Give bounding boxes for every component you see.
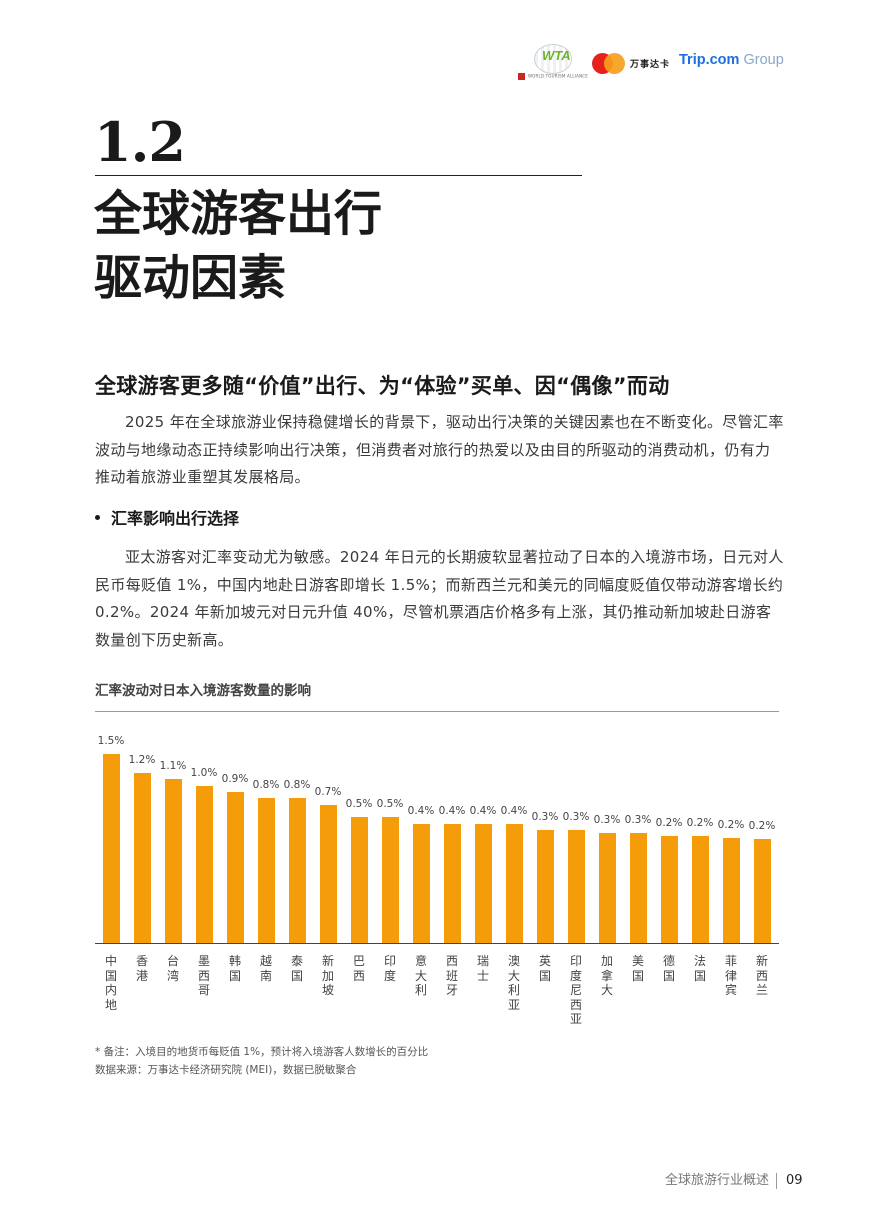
bar-value-label: 0.4% <box>469 805 497 817</box>
bar-value-label: 0.5% <box>345 798 373 810</box>
bar-value-label: 0.9% <box>221 773 249 785</box>
chart-bar <box>660 836 678 943</box>
chart-bar <box>691 836 709 943</box>
x-axis-category-label: 中国内地 <box>104 954 117 1012</box>
bar-value-label: 1.5% <box>97 735 125 747</box>
bar-value-label: 1.2% <box>128 754 156 766</box>
bar-value-label: 0.3% <box>531 811 559 823</box>
x-axis-category-label: 菲律宾 <box>724 954 737 997</box>
x-axis-category-label: 德国 <box>662 954 675 983</box>
chart-note: * 备注：入境目的地货币每贬值 1%，预计将入境游客人数增长的百分比 <box>95 1046 429 1058</box>
x-axis-line <box>95 943 779 944</box>
chart-bar <box>567 830 585 943</box>
x-axis-category-label: 台湾 <box>166 954 179 983</box>
bullet-heading: 汇率影响出行选择 <box>95 505 239 529</box>
chart-title-divider <box>95 711 779 712</box>
chart-bar <box>195 786 213 943</box>
x-axis-category-label: 美国 <box>631 954 644 983</box>
bar-value-label: 0.5% <box>376 798 404 810</box>
bar-value-label: 0.3% <box>624 814 652 826</box>
chart-bar <box>598 833 616 943</box>
globe-icon <box>534 44 572 74</box>
bar-value-label: 0.4% <box>438 805 466 817</box>
footer-section-name: 全球旅游行业概述 <box>665 1173 770 1188</box>
x-axis-category-label: 香港 <box>135 954 148 983</box>
x-axis-category-label: 澳大利亚 <box>507 954 520 1012</box>
page-number: 09 <box>786 1173 803 1188</box>
section-divider <box>95 175 582 176</box>
bar-value-label: 0.4% <box>500 805 528 817</box>
x-axis-category-label: 泰国 <box>290 954 303 983</box>
mastercard-logo <box>592 53 626 75</box>
x-axis-category-label: 瑞士 <box>476 954 489 983</box>
intro-paragraph: 2025 年在全球旅游业保持稳健增长的背景下，驱动出行决策的关键因素也在不断变化… <box>95 413 784 486</box>
x-axis-category-label: 意大利 <box>414 954 427 997</box>
bar-value-label: 0.8% <box>252 779 280 791</box>
mastercard-label: 万事达卡 <box>630 60 671 70</box>
chart-bar <box>505 824 523 943</box>
chart-bar <box>350 817 368 943</box>
chart-bar <box>536 830 554 943</box>
chart-bar <box>319 805 337 943</box>
chart-bar <box>474 824 492 943</box>
subsection-heading: 全球游客更多随“价值”出行、为“体验”买单、因“偶像”而动 <box>95 374 670 398</box>
chart-bar <box>412 824 430 943</box>
x-axis-category-label: 西班牙 <box>445 954 458 997</box>
section-number: 1.2 <box>94 110 186 174</box>
bar-value-label: 0.3% <box>562 811 590 823</box>
page-footer: 全球旅游行业概述 09 <box>665 1169 803 1189</box>
x-axis-category-label: 韩国 <box>228 954 241 983</box>
section-title-line-1: 全球游客出行 <box>94 186 383 242</box>
x-axis-category-label: 越南 <box>259 954 272 983</box>
chart-bar <box>164 779 182 943</box>
bullet-paragraph: 亚太游客对汇率变动尤为敏感。2024 年日元的长期疲软显著拉动了日本的入境游市场… <box>95 548 784 649</box>
chart-bar <box>629 833 647 943</box>
x-axis-category-label: 新加坡 <box>321 954 334 997</box>
x-axis-category-label: 英国 <box>538 954 551 983</box>
chart-bar <box>381 817 399 943</box>
bar-value-label: 0.7% <box>314 786 342 798</box>
section-title-line-2: 驱动因素 <box>94 250 287 306</box>
x-axis-category-label: 巴西 <box>352 954 365 983</box>
x-axis-category-label: 加拿大 <box>600 954 613 997</box>
bar-value-label: 0.8% <box>283 779 311 791</box>
bar-value-label: 1.0% <box>190 767 218 779</box>
x-axis-category-label: 印度尼西亚 <box>569 954 582 1026</box>
chart-bar <box>133 773 151 943</box>
tripcom-logo: Trip.com Group <box>679 52 784 68</box>
bar-value-label: 0.2% <box>686 817 714 829</box>
bar-value-label: 0.2% <box>717 819 745 831</box>
bar-value-label: 0.4% <box>407 805 435 817</box>
chart-bar <box>226 792 244 943</box>
bar-value-label: 0.2% <box>655 817 683 829</box>
x-axis-category-label: 印度 <box>383 954 396 983</box>
chart-bar <box>753 839 771 943</box>
bar-value-label: 0.2% <box>748 820 776 832</box>
chart-bar <box>722 838 740 943</box>
section-title: 全球游客出行 驱动因素 <box>94 182 382 310</box>
bar-chart: 1.5% 中国内地 1.2% 香港 1.1% 台湾 1.0% 墨西哥 0.9% 韩国 0.8% 越南 0… <box>95 712 779 1032</box>
chart-bar <box>257 798 275 943</box>
bar-value-label: 0.3% <box>593 814 621 826</box>
bar-value-label: 1.1% <box>159 760 187 772</box>
chart-title: 汇率波动对日本入境游客数量的影响 <box>95 683 311 699</box>
x-axis-category-label: 法国 <box>693 954 706 983</box>
chart-bar <box>443 824 461 943</box>
x-axis-category-label: 墨西哥 <box>197 954 210 997</box>
x-axis-category-label: 新西兰 <box>755 954 768 997</box>
wta-flag-icon <box>518 73 525 80</box>
wta-logo-text: WTA <box>542 48 571 63</box>
chart-source: 数据来源：万事达卡经济研究院 (MEI)，数据已脱敏聚合 <box>95 1064 357 1076</box>
chart-bar <box>288 798 306 943</box>
bullet-icon <box>95 515 100 520</box>
footer-divider <box>776 1172 778 1189</box>
wta-logo: WTA WORLD TOURISM ALLIANCE <box>518 44 588 84</box>
mastercard-yellow-circle-icon <box>604 53 625 74</box>
chart-bar <box>102 754 120 943</box>
wta-logo-subtitle: WORLD TOURISM ALLIANCE <box>518 73 588 80</box>
